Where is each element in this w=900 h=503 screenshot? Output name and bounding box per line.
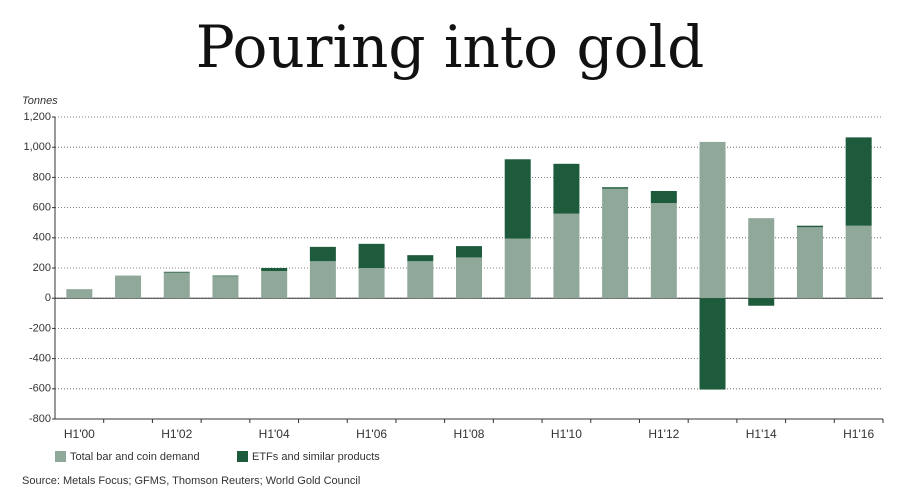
bar bbox=[748, 298, 775, 306]
bar bbox=[602, 187, 629, 189]
bar bbox=[796, 225, 823, 228]
bar bbox=[553, 213, 580, 299]
bar bbox=[163, 272, 190, 299]
bar bbox=[456, 246, 482, 258]
y-tick-label: 1,200 bbox=[23, 111, 51, 123]
legend-swatch bbox=[55, 451, 66, 462]
bar bbox=[358, 268, 385, 299]
y-tick-label: 0 bbox=[45, 292, 51, 304]
chart-title: Pouring into gold bbox=[196, 13, 704, 81]
bar bbox=[748, 218, 775, 299]
x-tick-label: H1'06 bbox=[356, 427, 387, 441]
bar bbox=[456, 257, 482, 299]
y-tick-label: 600 bbox=[33, 202, 51, 214]
bar bbox=[309, 261, 336, 299]
x-tick-label: H1'14 bbox=[746, 427, 777, 441]
bar bbox=[796, 227, 823, 299]
bar bbox=[407, 255, 434, 262]
bar bbox=[261, 268, 288, 272]
x-tick-label: H1'02 bbox=[161, 427, 192, 441]
y-tick-label: -600 bbox=[29, 383, 51, 395]
bar bbox=[650, 203, 677, 299]
bar bbox=[553, 163, 580, 214]
bar bbox=[212, 275, 239, 277]
bar bbox=[115, 275, 142, 299]
bar bbox=[602, 188, 629, 299]
y-tick-label: -200 bbox=[29, 322, 51, 334]
bar bbox=[309, 246, 336, 262]
legend-swatch bbox=[237, 451, 248, 462]
x-tick-label: H1'10 bbox=[551, 427, 582, 441]
bar bbox=[845, 225, 872, 299]
x-tick-label: H1'12 bbox=[648, 427, 679, 441]
bar bbox=[699, 298, 726, 390]
x-tick-label: H1'04 bbox=[259, 427, 290, 441]
bar bbox=[650, 190, 677, 204]
y-tick-label: 200 bbox=[33, 262, 51, 274]
y-tick-label: 400 bbox=[33, 232, 51, 244]
bar bbox=[66, 289, 93, 299]
x-tick-label: H1'16 bbox=[843, 427, 874, 441]
bar bbox=[845, 137, 872, 226]
bar bbox=[358, 243, 385, 268]
bar bbox=[504, 159, 531, 239]
y-tick-label: -800 bbox=[29, 413, 51, 425]
x-tick-label: H1'00 bbox=[64, 427, 95, 441]
bar bbox=[504, 238, 531, 299]
y-axis-label: Tonnes bbox=[22, 95, 58, 107]
bar bbox=[699, 141, 726, 299]
bar bbox=[261, 271, 288, 299]
legend-label: Total bar and coin demand bbox=[70, 451, 200, 463]
x-tick-label: H1'08 bbox=[454, 427, 485, 441]
bar bbox=[407, 261, 434, 299]
legend-label: ETFs and similar products bbox=[252, 451, 380, 463]
bar bbox=[163, 271, 190, 273]
y-tick-label: 800 bbox=[33, 171, 51, 183]
source: Source: Metals Focus; GFMS, Thomson Reut… bbox=[22, 475, 360, 487]
bar bbox=[212, 276, 239, 299]
y-tick-label: 1,000 bbox=[23, 141, 51, 153]
y-tick-label: -400 bbox=[29, 353, 51, 365]
